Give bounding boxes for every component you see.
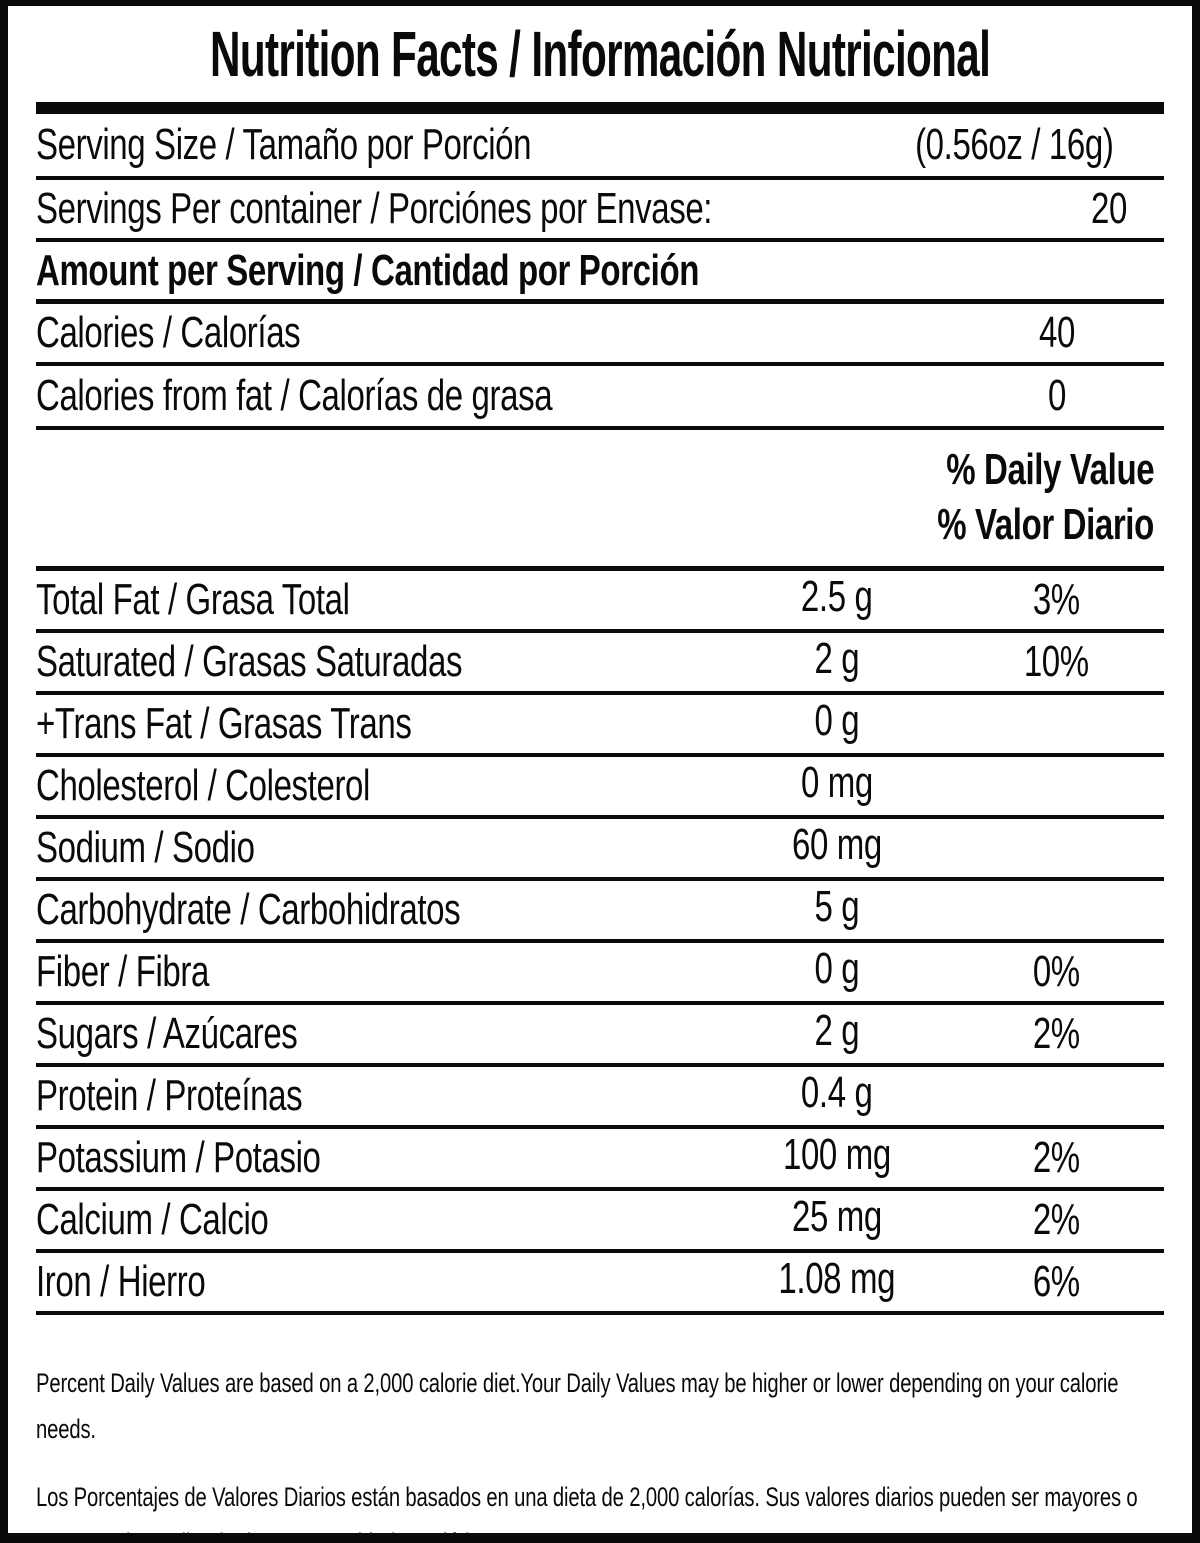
nutrient-dv: 10%	[1024, 637, 1089, 686]
calories-from-fat-value: 0	[1047, 371, 1066, 420]
nutrient-row-total-fat: Total Fat / Grasa Total 2.5 g 3%	[36, 571, 1164, 633]
amount-per-serving-header-row: Amount per Serving / Cantidad por Porció…	[36, 242, 1164, 304]
nutrient-label: Fiber / Fibra	[36, 947, 210, 996]
calories-from-fat-value-cell: 0	[949, 371, 1164, 421]
serving-size-label-cell: Serving Size / Tamaño por Porción	[36, 120, 864, 170]
nutrient-row-calcium: Calcium / Calcio 25 mg 2%	[36, 1191, 1164, 1253]
nutrient-amount: 1.08 mg	[778, 1254, 895, 1303]
nutrient-amount: 2 g	[814, 1006, 859, 1055]
nutrient-amount: 0 mg	[800, 758, 873, 807]
nutrient-amount: 25 mg	[791, 1192, 882, 1241]
nutrient-row-iron: Iron / Hierro 1.08 mg 6%	[36, 1253, 1164, 1315]
nutrient-label: Calcium / Calcio	[36, 1195, 269, 1244]
serving-size-value: (0.56oz / 16g)	[914, 120, 1114, 169]
nutrient-dv: 2%	[1033, 1133, 1080, 1182]
nutrient-dv: 3%	[1033, 575, 1080, 624]
nutrient-label: Sodium / Sodio	[36, 823, 255, 872]
nutrient-row-potassium: Potassium / Potasio 100 mg 2%	[36, 1129, 1164, 1191]
nutrient-label: Saturated / Grasas Saturadas	[36, 637, 463, 686]
footnotes: Percent Daily Values are based on a 2,00…	[36, 1361, 1164, 1543]
footnote-en: Percent Daily Values are based on a 2,00…	[36, 1368, 1119, 1444]
daily-value-header: % Daily Value % Valor Diario	[36, 430, 1164, 571]
servings-per-container-value: 20	[1090, 184, 1127, 233]
label-title: Nutrition Facts / Información Nutriciona…	[209, 18, 991, 90]
nutrient-label: Iron / Hierro	[36, 1257, 206, 1306]
nutrient-dv: 6%	[1033, 1257, 1080, 1306]
nutrient-amount: 60 mg	[791, 820, 882, 869]
nutrient-label: Sugars / Azúcares	[36, 1009, 298, 1058]
calories-from-fat-label-cell: Calories from fat / Calorías de grasa	[36, 371, 724, 421]
nutrient-row-fiber: Fiber / Fibra 0 g 0%	[36, 943, 1164, 1005]
serving-size-value-cell: (0.56oz / 16g)	[864, 120, 1164, 170]
nutrient-amount: 2.5 g	[800, 572, 873, 621]
serving-size-row: Serving Size / Tamaño por Porción (0.56o…	[36, 114, 1164, 180]
servings-per-container-value-cell: 20	[1053, 184, 1164, 234]
label-title-wrap: Nutrition Facts / Información Nutriciona…	[36, 6, 1164, 102]
nutrient-label: Potassium / Potasio	[36, 1133, 321, 1182]
nutrient-row-sodium: Sodium / Sodio 60 mg	[36, 819, 1164, 881]
nutrient-row-sugars: Sugars / Azúcares 2 g 2%	[36, 1005, 1164, 1067]
servings-per-container-label: Servings Per container / Porciónes por E…	[36, 184, 713, 233]
nutrient-amount: 0 g	[814, 944, 859, 993]
nutrient-row-protein: Protein / Proteínas 0.4 g	[36, 1067, 1164, 1129]
calories-from-fat-label: Calories from fat / Calorías de grasa	[36, 371, 553, 420]
nutrient-amount: 0.4 g	[800, 1068, 873, 1117]
amount-per-serving-header-cell: Amount per Serving / Cantidad por Porció…	[36, 246, 1164, 296]
amount-per-serving-header: Amount per Serving / Cantidad por Porció…	[36, 245, 700, 295]
calories-row: Calories / Calorías 40	[36, 304, 1164, 366]
nutrient-label: Cholesterol / Colesterol	[36, 761, 370, 810]
calories-label-cell: Calories / Calorías	[36, 308, 724, 358]
calories-label: Calories / Calorías	[36, 308, 301, 357]
servings-per-container-label-cell: Servings Per container / Porciónes por E…	[36, 184, 937, 234]
nutrient-dv: 0%	[1033, 947, 1080, 996]
serving-size-label: Serving Size / Tamaño por Porción	[36, 120, 532, 169]
daily-value-header-en: % Daily Value	[946, 445, 1154, 494]
nutrient-amount: 100 mg	[782, 1130, 891, 1179]
nutrient-amount: 2 g	[814, 634, 859, 683]
nutrient-amount: 0 g	[814, 696, 859, 745]
calories-value-cell: 40	[949, 308, 1164, 358]
servings-per-container-row: Servings Per container / Porciónes por E…	[36, 180, 1164, 242]
nutrient-label: Protein / Proteínas	[36, 1071, 303, 1120]
nutrient-row-carbohydrate: Carbohydrate / Carbohidratos 5 g	[36, 881, 1164, 943]
nutrient-label: Carbohydrate / Carbohidratos	[36, 885, 461, 934]
nutrient-dv: 2%	[1033, 1195, 1080, 1244]
nutrient-row-saturated-fat: Saturated / Grasas Saturadas 2 g 10%	[36, 633, 1164, 695]
nutrient-label: +Trans Fat / Grasas Trans	[36, 699, 412, 748]
nutrient-row-cholesterol: Cholesterol / Colesterol 0 mg	[36, 757, 1164, 819]
calories-value: 40	[1038, 308, 1075, 357]
nutrient-label: Total Fat / Grasa Total	[36, 575, 350, 624]
title-divider-bar	[36, 102, 1164, 114]
daily-value-header-es: % Valor Diario	[937, 500, 1154, 549]
footnote-es: Los Porcentajes de Valores Diarios están…	[36, 1481, 1138, 1543]
nutrient-amount: 5 g	[814, 882, 859, 931]
calories-from-fat-row: Calories from fat / Calorías de grasa 0	[36, 366, 1164, 430]
nutrient-dv: 2%	[1033, 1009, 1080, 1058]
nutrient-row-trans-fat: +Trans Fat / Grasas Trans 0 g	[36, 695, 1164, 757]
